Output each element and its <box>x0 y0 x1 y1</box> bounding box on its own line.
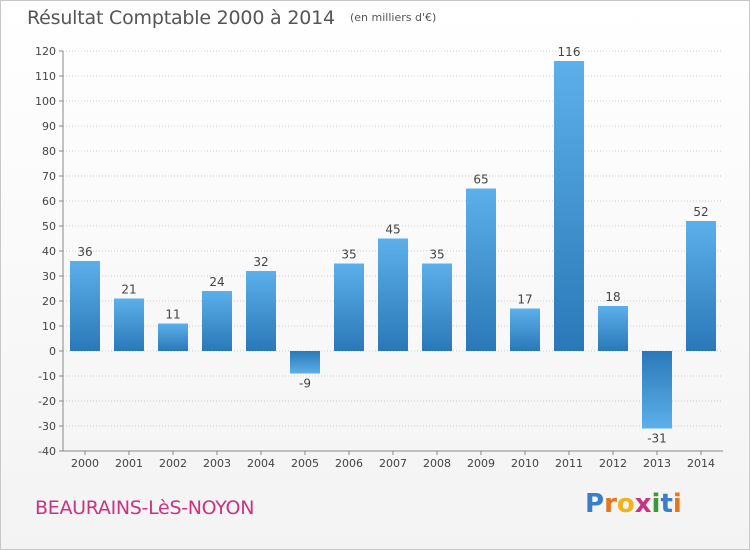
bar-2013 <box>642 351 672 429</box>
logo-letter: x <box>634 489 652 519</box>
x-tick-label: 2012 <box>599 457 627 470</box>
x-tick-label: 2005 <box>291 457 319 470</box>
y-tick-label: -10 <box>38 370 56 383</box>
bar-2012 <box>598 306 628 351</box>
bars <box>70 61 716 429</box>
y-tick-label: 110 <box>35 70 56 83</box>
logo-letter: i <box>672 489 682 519</box>
y-tick-label: 80 <box>42 145 56 158</box>
logo-letter: o <box>616 489 635 519</box>
bar-2001 <box>114 298 144 351</box>
chart-subtitle: (en milliers d'€) <box>349 11 437 24</box>
y-axis-ticks: -40 -30 -20 -10 0 10 20 30 40 50 60 70 80 90 100 110 120 <box>35 45 723 458</box>
bar-value-label: 65 <box>473 173 488 187</box>
bar-value-label: 17 <box>517 293 532 307</box>
bar-value-label: 36 <box>77 245 92 259</box>
y-tick-label: 120 <box>35 45 56 58</box>
y-tick-label: 70 <box>42 170 56 183</box>
bar-value-label: 11 <box>165 308 180 322</box>
bar-value-label: 52 <box>693 205 708 219</box>
bar-value-label: -31 <box>647 432 667 446</box>
x-tick-label: 2003 <box>203 457 231 470</box>
y-tick-label: 90 <box>42 120 56 133</box>
y-tick-label: -20 <box>38 395 56 408</box>
logo-letter: P <box>585 489 605 519</box>
logo-letter: r <box>604 489 617 519</box>
bar-2009 <box>466 188 496 351</box>
y-tick-label: 10 <box>42 320 56 333</box>
y-tick-label: 0 <box>49 345 56 358</box>
bar-value-label: 24 <box>209 275 224 289</box>
bar-2005 <box>290 351 320 374</box>
x-tick-label: 2011 <box>555 457 583 470</box>
y-tick-label: 60 <box>42 195 56 208</box>
commune-name: BEAURAINS-LèS-NOYON <box>35 497 255 519</box>
bar-2010 <box>510 308 540 351</box>
x-tick-label: 2000 <box>71 457 99 470</box>
x-tick-label: 2007 <box>379 457 407 470</box>
bar-value-label: 45 <box>385 223 400 237</box>
bar-2007 <box>378 238 408 351</box>
x-tick-label: 2009 <box>467 457 495 470</box>
bar-2003 <box>202 291 232 351</box>
bar-2014 <box>686 221 716 351</box>
chart-title: Résultat Comptable 2000 à 2014 <box>27 7 335 29</box>
y-tick-label: -40 <box>38 445 56 458</box>
y-tick-label: 40 <box>42 245 56 258</box>
x-axis-ticks: 2000 2001 2002 2003 2004 2005 2006 2007 2008 2009… <box>71 451 715 470</box>
bar-value-label: 21 <box>121 283 136 297</box>
x-tick-label: 2014 <box>687 457 715 470</box>
y-tick-label: 50 <box>42 220 56 233</box>
x-tick-label: 2006 <box>335 457 363 470</box>
y-tick-label: 30 <box>42 270 56 283</box>
bar-2011 <box>554 61 584 351</box>
logo-letter: t <box>660 489 673 519</box>
y-tick-label: 100 <box>35 95 56 108</box>
proxiti-logo[interactable]: Proxiti <box>585 489 682 519</box>
x-tick-label: 2004 <box>247 457 275 470</box>
bar-value-label: 116 <box>558 45 581 59</box>
bar-2008 <box>422 263 452 351</box>
bar-2002 <box>158 323 188 351</box>
logo-letter: i <box>651 489 661 519</box>
bar-value-label: 35 <box>341 248 356 262</box>
y-tick-label: 20 <box>42 295 56 308</box>
bar-value-label: 18 <box>605 290 620 304</box>
bar-value-label: -9 <box>299 377 311 391</box>
x-tick-label: 2002 <box>159 457 187 470</box>
bar-value-label: 35 <box>429 248 444 262</box>
bar-2000 <box>70 261 100 351</box>
chart-title-line: Résultat Comptable 2000 à 2014 (en milli… <box>27 7 436 29</box>
x-tick-label: 2010 <box>511 457 539 470</box>
bar-value-label: 32 <box>253 255 268 269</box>
x-tick-label: 2001 <box>115 457 143 470</box>
x-tick-label: 2013 <box>643 457 671 470</box>
bar-value-labels: 36 21 11 24 32 -9 35 45 35 65 17 116 18 -31 52 <box>77 45 708 446</box>
bar-2006 <box>334 263 364 351</box>
y-tick-label: -30 <box>38 420 56 433</box>
bar-2004 <box>246 271 276 351</box>
x-tick-label: 2008 <box>423 457 451 470</box>
